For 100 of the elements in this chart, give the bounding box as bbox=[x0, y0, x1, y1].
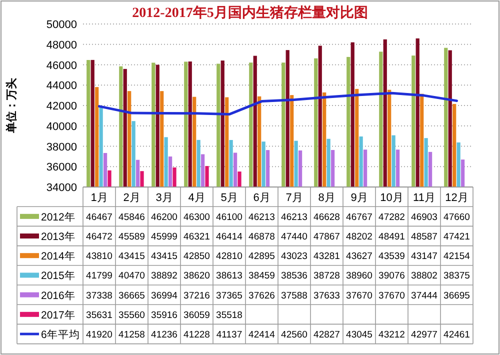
data-label: 37626 bbox=[248, 290, 275, 302]
ylabel: 单位：万头 bbox=[6, 78, 18, 133]
data-label: 38459 bbox=[248, 270, 275, 282]
data-label: 46467 bbox=[86, 212, 112, 223]
data-label: 38960 bbox=[346, 270, 372, 282]
data-label: 47867 bbox=[314, 232, 340, 242]
data-label: 38375 bbox=[444, 270, 470, 282]
x-tick-label: 7月 bbox=[286, 192, 303, 204]
data-label: 38613 bbox=[216, 270, 242, 282]
x-tick-label: 10月 bbox=[380, 192, 404, 204]
x-tick-label: 8月 bbox=[318, 192, 336, 204]
data-label: 45589 bbox=[118, 232, 145, 242]
y-tick-label: 40000 bbox=[46, 120, 77, 133]
data-label: 43045 bbox=[346, 330, 372, 340]
data-label: 37633 bbox=[314, 290, 340, 302]
data-label: 47282 bbox=[378, 212, 405, 223]
data-label: 41236 bbox=[151, 330, 178, 340]
data-label: 46903 bbox=[411, 212, 438, 223]
x-tick-label: 3月 bbox=[156, 192, 173, 204]
legend-label: 2017年 bbox=[41, 309, 76, 322]
data-label: 48587 bbox=[411, 232, 438, 242]
data-label: 48202 bbox=[346, 232, 372, 242]
data-label: 42414 bbox=[248, 330, 275, 340]
data-label: 36695 bbox=[444, 290, 470, 302]
data-label: 38802 bbox=[411, 270, 438, 282]
x-tick-label: 9月 bbox=[350, 192, 368, 204]
data-label: 46878 bbox=[248, 232, 275, 242]
data-label: 42461 bbox=[444, 330, 470, 340]
x-tick-label: 12月 bbox=[445, 192, 468, 204]
legend-label: 2015年 bbox=[41, 270, 76, 282]
y-tick-label: 44000 bbox=[46, 80, 77, 92]
data-label: 46300 bbox=[184, 212, 210, 223]
data-label: 41920 bbox=[86, 330, 112, 340]
data-label: 46321 bbox=[184, 232, 210, 242]
data-label: 39076 bbox=[378, 270, 405, 282]
data-label: 37670 bbox=[346, 290, 372, 302]
data-label: 35518 bbox=[216, 310, 242, 321]
data-label: 46213 bbox=[281, 212, 308, 223]
legend-label: 2014年 bbox=[41, 250, 76, 263]
data-label: 46100 bbox=[216, 212, 242, 223]
y-tick-label: 48000 bbox=[46, 39, 77, 52]
y-tick-label: 46000 bbox=[46, 60, 77, 72]
data-label: 40470 bbox=[118, 270, 145, 282]
data-label: 37444 bbox=[411, 290, 438, 302]
legend-label: 6年平均 bbox=[41, 329, 80, 341]
title: 2012-2017年5月国内生猪存栏量对比图 bbox=[132, 6, 368, 21]
data-label: 43212 bbox=[378, 330, 405, 340]
data-label: 46200 bbox=[151, 212, 178, 223]
data-label: 45846 bbox=[118, 212, 145, 223]
data-label: 42895 bbox=[248, 251, 275, 262]
data-label: 47660 bbox=[444, 212, 470, 223]
data-label: 46414 bbox=[216, 232, 242, 242]
data-label: 43023 bbox=[281, 251, 308, 262]
x-tick-label: 6月 bbox=[253, 192, 270, 204]
data-label: 42827 bbox=[314, 330, 340, 340]
data-label: 37670 bbox=[378, 290, 405, 302]
data-label: 45999 bbox=[151, 232, 178, 242]
data-label: 38536 bbox=[281, 270, 308, 282]
x-tick-label: 1月 bbox=[90, 192, 108, 204]
data-label: 42810 bbox=[216, 251, 242, 262]
data-label: 36059 bbox=[184, 310, 210, 321]
data-label: 41228 bbox=[184, 330, 210, 340]
data-label: 46767 bbox=[346, 212, 372, 223]
y-tick-label: 36000 bbox=[46, 162, 77, 174]
data-label: 46472 bbox=[86, 232, 112, 242]
data-label: 41799 bbox=[86, 270, 112, 282]
data-label: 47440 bbox=[281, 232, 308, 242]
data-label: 42560 bbox=[281, 330, 308, 340]
data-label: 42850 bbox=[184, 251, 210, 262]
data-label: 37216 bbox=[184, 290, 210, 302]
legend-label: 2013年 bbox=[41, 231, 76, 243]
data-label: 43147 bbox=[411, 251, 438, 262]
data-label: 38728 bbox=[314, 270, 340, 282]
legend-label: 2012年 bbox=[41, 211, 76, 224]
data-label: 41258 bbox=[118, 330, 145, 340]
x-tick-label: 11月 bbox=[413, 192, 436, 204]
data-label: 47421 bbox=[444, 232, 470, 242]
data-label: 43810 bbox=[86, 251, 112, 262]
data-label: 46628 bbox=[314, 212, 340, 223]
data-label: 43539 bbox=[378, 251, 405, 262]
legend-label: 2016年 bbox=[41, 290, 76, 302]
data-label: 42154 bbox=[444, 251, 470, 262]
data-label: 43281 bbox=[314, 251, 340, 262]
data-label: 48491 bbox=[378, 232, 405, 242]
data-label: 37365 bbox=[216, 290, 242, 302]
data-label: 43627 bbox=[346, 251, 372, 262]
data-label: 42977 bbox=[411, 330, 438, 340]
data-label: 36994 bbox=[151, 290, 178, 302]
data-label: 38620 bbox=[184, 270, 210, 282]
data-label: 35560 bbox=[118, 310, 145, 321]
y-tick-label: 50000 bbox=[46, 19, 77, 31]
data-label: 43415 bbox=[118, 251, 145, 262]
data-label: 37588 bbox=[281, 290, 308, 302]
data-label: 35631 bbox=[86, 310, 112, 321]
data-label: 46213 bbox=[248, 212, 275, 223]
data-label: 35916 bbox=[151, 310, 178, 321]
y-tick-label: 42000 bbox=[46, 100, 77, 112]
x-tick-label: 5月 bbox=[220, 192, 238, 204]
x-tick-label: 4月 bbox=[188, 192, 206, 204]
y-tick-label: 38000 bbox=[46, 141, 77, 154]
